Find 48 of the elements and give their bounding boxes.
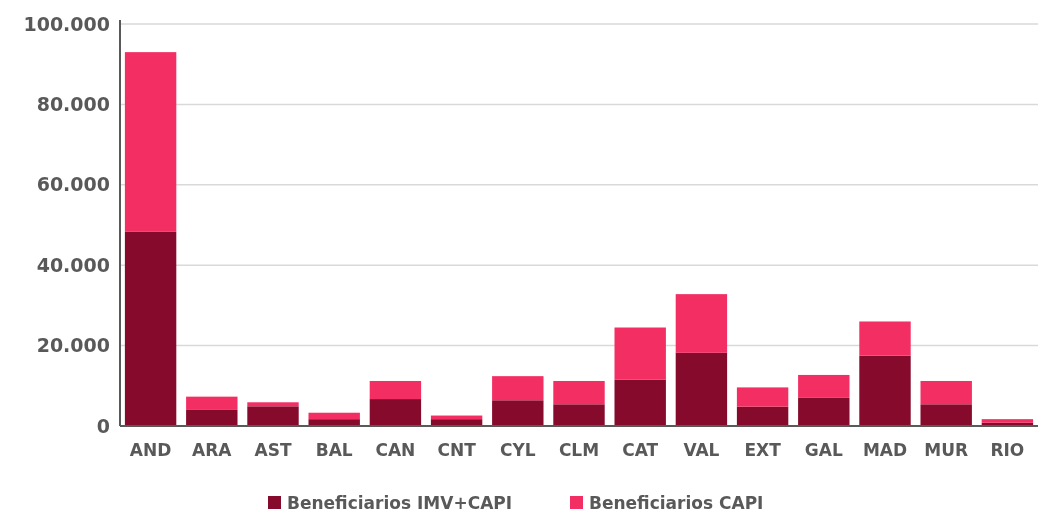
x-tick-label: CAT — [622, 440, 659, 460]
bar — [124, 52, 177, 232]
x-tick-label: CAN — [375, 440, 416, 460]
x-tick-label: BAL — [315, 440, 353, 460]
bar — [186, 409, 238, 426]
y-tick-label: 0 — [96, 414, 110, 437]
legend-label: Beneficiarios CAPI — [589, 492, 764, 513]
bar — [859, 355, 911, 426]
x-tick-label: AND — [129, 440, 172, 460]
y-tick-label: 80.000 — [36, 93, 110, 116]
bar — [247, 402, 299, 407]
x-tick-label: CLM — [558, 440, 600, 460]
bar — [369, 399, 422, 426]
bar — [798, 374, 850, 398]
bar — [859, 321, 911, 356]
bar — [492, 400, 544, 426]
x-tick-label: RIO — [990, 440, 1025, 460]
x-tick-label: AST — [254, 440, 292, 460]
y-tick-label: 20.000 — [36, 334, 110, 357]
bar — [736, 387, 789, 407]
bar — [675, 352, 728, 426]
bar — [920, 404, 972, 426]
x-tick-label: CYL — [499, 440, 536, 460]
x-tick-label: CNT — [437, 440, 477, 460]
bar — [798, 397, 850, 426]
x-tick-label: VAL — [683, 440, 720, 460]
x-tick-label: ARA — [192, 440, 233, 460]
y-tick-label: 60.000 — [36, 173, 110, 196]
bar — [920, 380, 972, 405]
bar — [553, 380, 605, 405]
x-tick-label: EXT — [744, 440, 782, 460]
bar — [186, 396, 238, 410]
x-tick-label: MAD — [862, 440, 908, 460]
bar — [247, 406, 299, 426]
bar — [492, 376, 544, 401]
x-tick-label: MUR — [924, 440, 969, 460]
x-tick-label: GAL — [804, 440, 843, 460]
bar — [614, 379, 666, 426]
legend-label: Beneficiarios IMV+CAPI — [287, 492, 513, 513]
bar — [675, 294, 728, 353]
y-tick-label: 100.000 — [23, 12, 110, 35]
bar — [736, 406, 789, 426]
y-tick-label: 40.000 — [36, 253, 110, 276]
bar — [614, 327, 666, 380]
bar — [369, 380, 422, 400]
bar — [124, 231, 177, 426]
bar — [308, 412, 360, 420]
bar — [553, 404, 605, 426]
